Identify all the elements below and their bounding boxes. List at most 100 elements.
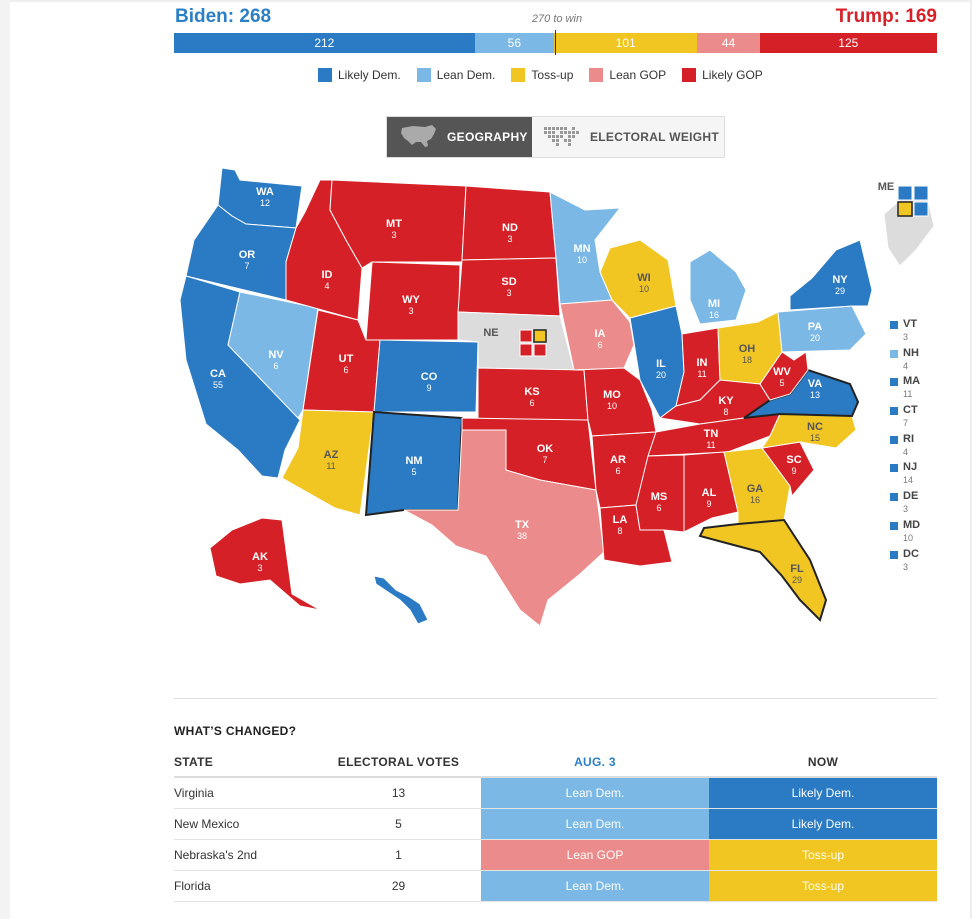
small-state-swatch xyxy=(890,349,898,358)
state-label-oh: OH xyxy=(739,343,756,355)
small-state-swatch xyxy=(890,407,898,416)
state-label-nc: NC xyxy=(807,421,823,433)
legend-swatch xyxy=(511,68,526,82)
state-label-ca: CA xyxy=(210,368,226,380)
legend-swatch xyxy=(682,68,697,82)
small-state-votes: 11 xyxy=(903,389,913,400)
state-hi[interactable] xyxy=(373,575,429,625)
small-state-votes: 3 xyxy=(903,332,909,342)
legend-label: Likely GOP xyxy=(702,68,763,82)
state-votes-co: 9 xyxy=(426,383,431,393)
state-votes-ut: 6 xyxy=(343,365,348,375)
state-fl[interactable] xyxy=(698,518,828,622)
before-rating-cell: Lean Dem. xyxy=(481,809,709,839)
state-label-ak: AK xyxy=(252,551,268,563)
legend-item-lean-gop: Lean GOP xyxy=(589,68,666,82)
state-label-ny: NY xyxy=(832,274,848,286)
small-state-abbr: VT xyxy=(903,318,918,330)
small-state-swatch xyxy=(890,321,898,329)
state-label-sd: SD xyxy=(501,276,516,288)
me-district-box[interactable] xyxy=(913,201,929,217)
state-tx[interactable] xyxy=(403,429,605,627)
state-al[interactable] xyxy=(683,451,739,533)
table-row: New Mexico 5 Lean Dem. Likely Dem. xyxy=(174,809,937,840)
now-column-header: NOW xyxy=(807,755,839,769)
now-rating-cell: Likely Dem. xyxy=(709,809,937,839)
small-state-de[interactable]: DE 3 xyxy=(888,490,948,519)
state-label-mn: MN xyxy=(573,243,590,255)
geography-view-button[interactable]: GEOGRAPHY xyxy=(387,117,532,157)
rating-legend: Likely Dem. Lean Dem. Toss-up Lean GOP Likel… xyxy=(318,68,779,82)
state-label-il: IL xyxy=(656,358,666,370)
electoral-votes-cell: 5 xyxy=(395,817,402,831)
state-ak[interactable] xyxy=(209,517,321,611)
state-label-wy: WY xyxy=(402,294,420,306)
small-state-dc[interactable]: DC 3 xyxy=(888,548,948,577)
small-state-swatch xyxy=(890,521,898,530)
state-label-ms: MS xyxy=(651,491,668,503)
small-state-abbr: CT xyxy=(903,404,918,417)
state-label-ia: IA xyxy=(595,328,606,340)
state-votes-sc: 9 xyxy=(791,466,796,476)
small-state-abbr: NH xyxy=(903,346,919,359)
small-state-swatch xyxy=(890,435,898,444)
state-votes-in: 11 xyxy=(697,369,706,379)
ne-district-box[interactable] xyxy=(519,329,533,343)
state-label-wi: WI xyxy=(637,272,650,284)
small-state-ct[interactable]: CT 7 xyxy=(888,404,948,433)
legend-item-likely-gop: Likely GOP xyxy=(682,68,763,82)
state-votes-wa: 12 xyxy=(260,198,270,208)
bar-segment-likely-gop: 125 xyxy=(759,33,937,53)
legend-label: Lean GOP xyxy=(609,68,667,82)
state-label-la: LA xyxy=(613,514,628,526)
before-rating-cell: Lean Dem. xyxy=(481,871,709,901)
map-view-toggle: GEOGRAPHY ELECTORAL WEIGHT xyxy=(386,116,725,158)
me-district-box[interactable] xyxy=(897,185,913,201)
state-label-co: CO xyxy=(421,371,438,383)
state-ny[interactable] xyxy=(789,239,873,311)
small-state-nh[interactable]: NH 4 xyxy=(888,347,948,376)
small-state-swatch xyxy=(890,378,898,387)
now-rating-cell: Likely Dem. xyxy=(709,778,937,808)
state-label-mo: MO xyxy=(603,389,621,401)
state-label-ok: OK xyxy=(537,443,554,455)
state-mi[interactable] xyxy=(689,249,747,325)
state-cell: Virginia xyxy=(174,786,214,800)
now-rating-cell: Toss-up xyxy=(709,871,937,901)
state-label-nv: NV xyxy=(268,349,284,361)
small-state-abbr: MD xyxy=(903,518,921,531)
ne-district-box[interactable] xyxy=(519,343,533,357)
small-state-md[interactable]: MD 10 xyxy=(888,519,948,548)
state-label-fl: FL xyxy=(790,563,804,575)
bar-segment-lean-gop: 44 xyxy=(697,33,760,53)
state-votes-wy: 3 xyxy=(408,306,413,316)
state-votes-hi: 4 xyxy=(381,605,386,615)
state-votes-al: 9 xyxy=(706,499,711,509)
table-row: Virginia 13 Lean Dem. Likely Dem. xyxy=(174,778,937,809)
small-state-vt[interactable]: VT 3 xyxy=(888,318,948,347)
electoral-weight-view-button[interactable]: ELECTORAL WEIGHT xyxy=(532,117,724,157)
state-label-in: IN xyxy=(697,357,708,369)
small-state-abbr: DC xyxy=(903,547,919,560)
legend-item-toss-up: Toss-up xyxy=(511,68,573,82)
legend-label: Likely Dem. xyxy=(338,68,401,82)
state-votes-nd: 3 xyxy=(507,234,512,244)
small-state-ri[interactable]: RI 4 xyxy=(888,433,948,462)
state-label-al: AL xyxy=(702,487,717,499)
state-co[interactable] xyxy=(373,339,479,413)
me-district-box[interactable] xyxy=(897,201,913,217)
state-votes-ca: 55 xyxy=(213,380,223,390)
ne-district-box[interactable] xyxy=(533,329,547,343)
ne-district-box[interactable] xyxy=(533,343,547,357)
electoral-weight-label: ELECTORAL WEIGHT xyxy=(590,130,720,144)
small-state-ma[interactable]: MA 11 xyxy=(888,375,948,404)
state-label-ne: NE xyxy=(483,327,498,339)
small-state-votes: 4 xyxy=(903,446,909,457)
state-label-me: ME xyxy=(878,181,895,193)
me-district-box[interactable] xyxy=(913,185,929,201)
page-right-border xyxy=(970,0,972,919)
electoral-votes-cell: 13 xyxy=(391,786,406,800)
legend-swatch xyxy=(318,68,332,82)
state-wv[interactable] xyxy=(759,351,809,401)
small-state-nj[interactable]: NJ 14 xyxy=(888,461,948,490)
